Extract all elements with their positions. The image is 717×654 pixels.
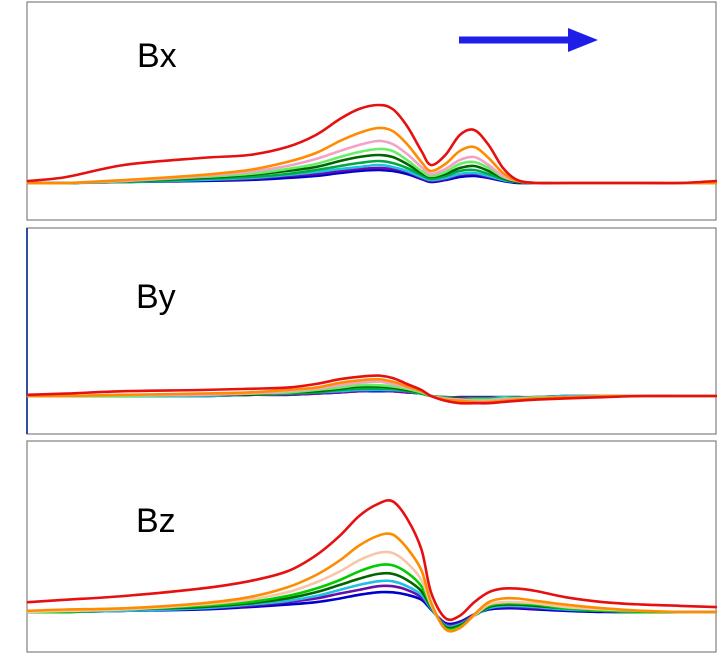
bx-panel-frame [26,1,717,221]
direction-arrow-icon [459,28,598,52]
by-panel: By [26,227,717,435]
bz-series-line-6 [26,532,717,633]
bx-panel-label: Bx [137,37,177,75]
bz-series-group [26,498,717,633]
by-series-group [26,374,717,405]
by-panel-frame [26,227,717,435]
bx-series-line-8 [26,103,717,185]
bz-series-line-7 [26,498,717,622]
bz-panel: Bz [26,440,717,653]
bz-series-line-5 [26,550,717,633]
bz-panel-frame [26,440,717,653]
direction-arrow-head [568,28,598,52]
bx-panel: Bx [26,1,717,221]
by-series-line-8 [26,374,717,405]
bz-panel-label: Bz [136,502,176,540]
bx-series-group [26,103,717,185]
by-panel-label: By [136,278,176,316]
